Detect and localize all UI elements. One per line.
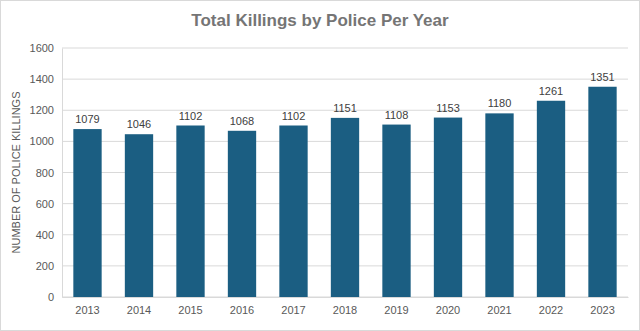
x-tick-label: 2018: [333, 304, 357, 316]
data-label: 1108: [385, 109, 409, 121]
data-label: 1261: [539, 85, 563, 97]
y-axis-title: NUMBER OF POLICE KILLINGS: [10, 92, 22, 254]
y-tick-label: 1600: [30, 42, 54, 54]
x-tick-label: 2020: [436, 304, 460, 316]
bar: [537, 101, 565, 297]
chart-border: [1, 1, 640, 331]
x-tick-label: 2013: [75, 304, 99, 316]
data-label: 1102: [179, 110, 203, 122]
y-tick: 0: [48, 291, 62, 303]
bar: [485, 113, 513, 297]
y-tick-label: 1400: [30, 73, 54, 85]
grid: [62, 48, 628, 297]
bars: [73, 87, 616, 297]
y-tick: 600: [36, 198, 62, 210]
bar: [331, 118, 359, 297]
x-tick: 2021: [487, 297, 511, 316]
y-tick-label: 200: [36, 260, 54, 272]
x-axis: 2013 2014 2015 2016 2017 2018 2019 2020 2021 2022…: [63, 297, 629, 316]
y-tick-label: 0: [48, 291, 54, 303]
y-tick-label: 400: [36, 229, 54, 241]
data-label: 1151: [333, 102, 357, 114]
x-tick: 2018: [333, 297, 357, 316]
data-label: 1153: [436, 102, 460, 114]
y-tick-label: 800: [36, 167, 54, 179]
y-tick: 1000: [30, 135, 62, 147]
x-tick-label: 2014: [127, 304, 151, 316]
grid-line: [62, 79, 628, 80]
plot-area: 0200400600800100012001400160020132014201…: [30, 42, 629, 316]
bar: [279, 126, 307, 297]
data-label: 1079: [75, 113, 99, 125]
y-tick: 800: [36, 167, 62, 179]
x-tick-label: 2022: [539, 304, 563, 316]
x-tick-label: 2023: [590, 304, 614, 316]
bar: [73, 129, 101, 297]
x-axis-line: [63, 297, 629, 298]
x-tick-label: 2019: [384, 304, 408, 316]
x-tick: 2023: [590, 297, 614, 316]
chart: 0200400600800100012001400160020132014201…: [0, 0, 640, 331]
grid-line: [62, 48, 628, 49]
y-tick-label: 600: [36, 198, 54, 210]
x-tick-label: 2017: [281, 304, 305, 316]
y-axis: 0 200 400 600 800 1000 1200 1400 1600: [30, 42, 63, 303]
x-tick: 2014: [127, 297, 151, 316]
y-tick-label: 1200: [30, 104, 54, 116]
bar: [382, 125, 410, 297]
bar: [176, 126, 204, 297]
data-label: 1351: [590, 71, 614, 83]
bar: [228, 131, 256, 297]
data-labels: 1079 1046 1102 1068 1102 1151 1108 1153 1180 1261…: [75, 71, 614, 130]
x-tick-label: 2015: [178, 304, 202, 316]
y-axis-line: [62, 49, 63, 298]
y-tick: 1600: [30, 42, 62, 54]
bar: [434, 118, 462, 297]
bar: [125, 134, 153, 297]
x-tick: 2020: [436, 297, 460, 316]
y-tick: 200: [36, 260, 62, 272]
data-label: 1102: [282, 110, 306, 122]
y-tick: 1400: [30, 73, 62, 85]
x-tick: 2013: [75, 297, 99, 316]
x-tick: 2022: [539, 297, 563, 316]
x-tick: 2015: [178, 297, 202, 316]
x-tick: 2017: [281, 297, 305, 316]
data-label: 1180: [488, 97, 512, 109]
x-tick: 2019: [384, 297, 408, 316]
y-tick: 1200: [30, 104, 62, 116]
data-label: 1068: [230, 115, 254, 127]
title: Total Killings by Police Per Year: [191, 11, 449, 30]
y-tick: 400: [36, 229, 62, 241]
bar: [588, 87, 616, 297]
x-tick-label: 2016: [230, 304, 254, 316]
y-tick-label: 1000: [30, 135, 54, 147]
data-label: 1046: [127, 118, 151, 130]
x-tick: 2016: [230, 297, 254, 316]
x-tick-label: 2021: [487, 304, 511, 316]
